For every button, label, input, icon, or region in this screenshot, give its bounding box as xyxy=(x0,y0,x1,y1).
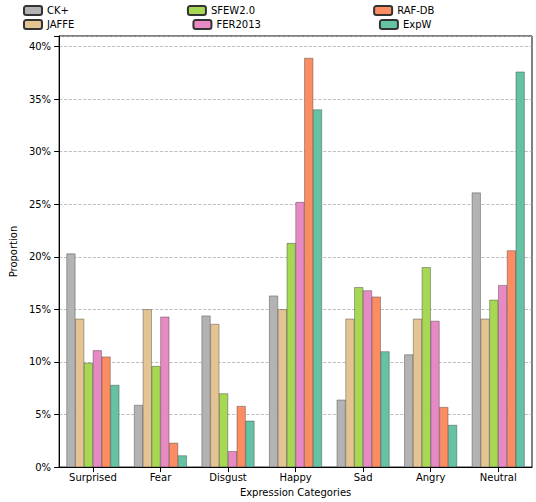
svg-text:JAFFE: JAFFE xyxy=(46,19,74,30)
svg-text:30%: 30% xyxy=(29,146,51,157)
svg-text:5%: 5% xyxy=(35,409,51,420)
svg-text:RAF-DB: RAF-DB xyxy=(397,5,434,16)
svg-text:0%: 0% xyxy=(35,462,51,473)
svg-text:Neutral: Neutral xyxy=(480,472,517,483)
svg-text:40%: 40% xyxy=(29,41,51,52)
svg-text:Angry: Angry xyxy=(416,472,446,483)
svg-text:CK+: CK+ xyxy=(47,5,69,16)
svg-text:Happy: Happy xyxy=(279,472,311,483)
svg-text:25%: 25% xyxy=(29,199,51,210)
svg-text:Proportion: Proportion xyxy=(8,226,19,278)
svg-text:ExpW: ExpW xyxy=(403,19,432,30)
svg-text:Surprised: Surprised xyxy=(69,472,117,483)
svg-text:Fear: Fear xyxy=(150,472,172,483)
svg-text:SFEW2.0: SFEW2.0 xyxy=(211,5,255,16)
svg-text:FER2013: FER2013 xyxy=(216,19,260,30)
svg-text:10%: 10% xyxy=(29,356,51,367)
svg-text:Expression Categories: Expression Categories xyxy=(240,487,351,498)
svg-text:Sad: Sad xyxy=(354,472,373,483)
svg-text:Disgust: Disgust xyxy=(209,472,247,483)
svg-text:15%: 15% xyxy=(29,304,51,315)
svg-text:35%: 35% xyxy=(29,94,51,105)
svg-text:20%: 20% xyxy=(29,251,51,262)
